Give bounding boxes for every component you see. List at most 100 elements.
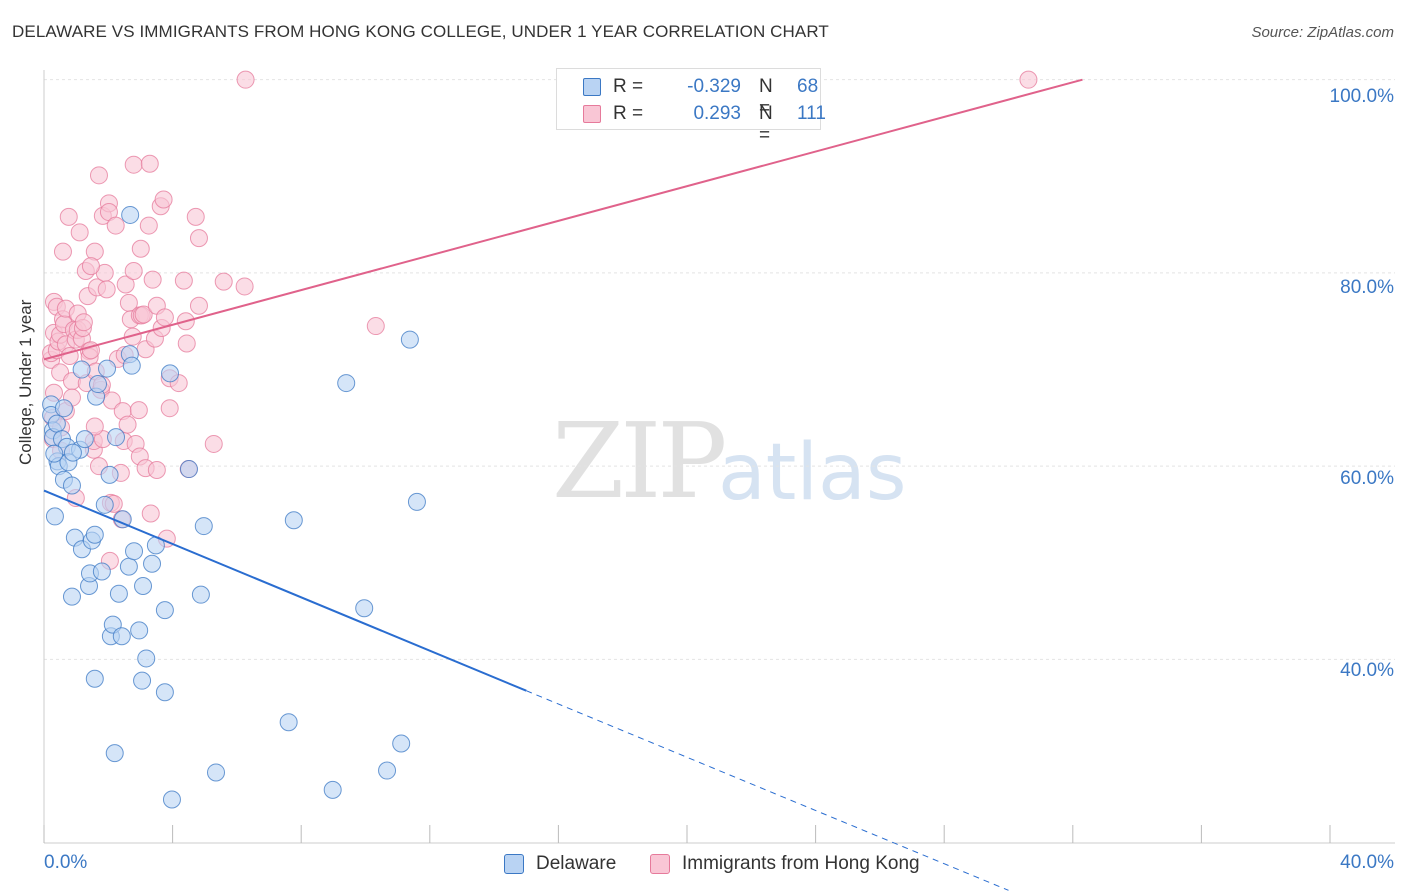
hongkong-point bbox=[131, 239, 150, 258]
delaware-point bbox=[98, 359, 117, 378]
delaware-point bbox=[143, 554, 162, 573]
delaware-point bbox=[75, 430, 94, 449]
hongkong-point bbox=[214, 272, 233, 291]
x-tick-max: 40.0% bbox=[1340, 852, 1394, 873]
hongkong-point bbox=[124, 155, 143, 174]
hongkong-point bbox=[139, 216, 158, 235]
delaware-point bbox=[323, 780, 342, 799]
hongkong-point bbox=[53, 242, 72, 261]
y-tick-60: 60.0% bbox=[1340, 468, 1394, 489]
hongkong-point bbox=[236, 70, 255, 89]
hongkong-point bbox=[85, 417, 104, 436]
watermark-zip: ZIP bbox=[552, 400, 727, 522]
hongkong-point bbox=[97, 280, 116, 299]
delaware-point bbox=[105, 744, 124, 763]
hongkong-point bbox=[1019, 70, 1038, 89]
legend-n-value: 68 bbox=[797, 76, 819, 97]
delaware-swatch bbox=[583, 78, 601, 96]
hongkong-point bbox=[235, 277, 254, 296]
delaware-point bbox=[107, 428, 126, 447]
hongkong-point bbox=[177, 334, 196, 353]
delaware-point bbox=[378, 761, 397, 780]
delaware-trend-line bbox=[43, 489, 527, 692]
delaware-point bbox=[400, 330, 419, 349]
delaware-point bbox=[125, 542, 144, 561]
y-tick-100: 100.0% bbox=[1329, 86, 1394, 107]
delaware-point bbox=[62, 587, 81, 606]
x-tick-min: 0.0% bbox=[44, 852, 88, 873]
delaware-point bbox=[355, 599, 374, 618]
hongkong-point bbox=[155, 308, 174, 327]
hongkong-point bbox=[186, 207, 205, 226]
hongkong-point bbox=[154, 190, 173, 209]
delaware-point bbox=[100, 465, 119, 484]
legend-r-label: R = bbox=[613, 103, 644, 124]
delaware-point bbox=[134, 576, 153, 595]
hongkong-point bbox=[59, 207, 78, 226]
hongkong-point bbox=[143, 270, 162, 289]
hongkong-point bbox=[116, 275, 135, 294]
delaware-point bbox=[137, 649, 156, 668]
hongkong-point bbox=[89, 166, 108, 185]
delaware-point bbox=[92, 562, 111, 581]
delaware-point bbox=[161, 364, 180, 383]
delaware-point bbox=[279, 713, 298, 732]
hongkong-point bbox=[81, 257, 100, 276]
legend-n-label: N = bbox=[759, 76, 773, 119]
delaware-point bbox=[85, 525, 104, 544]
delaware-point bbox=[95, 495, 114, 514]
delaware-point bbox=[155, 683, 174, 702]
delaware-point bbox=[130, 621, 149, 640]
hongkong-point bbox=[147, 461, 166, 480]
hongkong-point bbox=[366, 317, 385, 336]
delaware-point bbox=[133, 671, 152, 690]
watermark-atlas: atlas bbox=[718, 428, 907, 518]
delaware-point bbox=[162, 790, 181, 809]
hongkong-point bbox=[134, 305, 153, 324]
chart-title: DELAWARE VS IMMIGRANTS FROM HONG KONG CO… bbox=[12, 22, 829, 41]
delaware-point bbox=[85, 669, 104, 688]
delaware-point bbox=[45, 444, 64, 463]
hongkong-point bbox=[141, 504, 160, 523]
y-tick-40: 40.0% bbox=[1340, 660, 1394, 681]
delaware-point bbox=[121, 205, 140, 224]
hongkong-point bbox=[189, 229, 208, 248]
delaware-point bbox=[89, 375, 108, 394]
delaware-point bbox=[72, 360, 91, 379]
hongkong-point bbox=[106, 216, 125, 235]
correlation-legend: R = -0.329 N = 68 R = 0.293 N = 111 bbox=[556, 68, 826, 146]
delaware-point bbox=[54, 399, 73, 418]
delaware-point bbox=[191, 585, 210, 604]
source-label: Source: ZipAtlas.com bbox=[1251, 24, 1394, 41]
hongkong-swatch bbox=[583, 105, 601, 123]
hongkong-point bbox=[204, 434, 223, 453]
delaware-point bbox=[407, 492, 426, 511]
delaware-point bbox=[392, 734, 411, 753]
delaware-point bbox=[119, 557, 138, 576]
y-axis-label: College, Under 1 year bbox=[16, 299, 35, 465]
delaware-point bbox=[109, 584, 128, 603]
delaware-legend-swatch bbox=[504, 854, 524, 874]
delaware-point bbox=[63, 443, 82, 462]
hongkong-point bbox=[189, 296, 208, 315]
delaware-point bbox=[62, 476, 81, 495]
legend-n-value: 111 bbox=[797, 103, 826, 124]
delaware-point bbox=[207, 763, 226, 782]
delaware-point bbox=[155, 601, 174, 620]
hongkong-point bbox=[160, 399, 179, 418]
hongkong-point bbox=[129, 401, 148, 420]
hongkong-point bbox=[118, 415, 137, 434]
delaware-trend-extension bbox=[526, 690, 1009, 891]
hongkong-point bbox=[124, 261, 143, 280]
legend-r-value: 0.293 bbox=[693, 103, 741, 124]
legend-n-label: N = bbox=[759, 103, 773, 146]
hongkong-point bbox=[174, 271, 193, 290]
hongkong-trend-line bbox=[43, 78, 1083, 361]
hongkong-point bbox=[123, 327, 142, 346]
delaware-legend-label: Delaware bbox=[536, 853, 617, 874]
delaware-point bbox=[284, 511, 303, 530]
hongkong-point bbox=[70, 223, 89, 242]
delaware-point bbox=[194, 517, 213, 536]
delaware-point bbox=[47, 414, 66, 433]
